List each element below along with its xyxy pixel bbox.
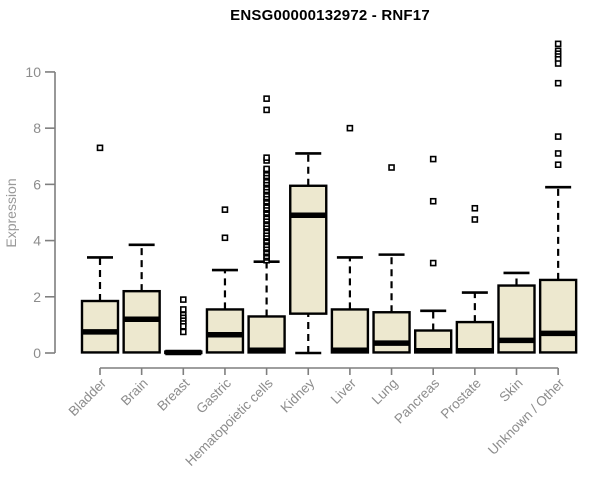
outlier-point-icon <box>429 197 437 205</box>
outlier-point-icon <box>263 165 270 173</box>
outlier-point-icon <box>554 150 562 157</box>
y-tick-label: 8 <box>33 120 41 136</box>
x-tick-label: Bladder <box>66 375 110 419</box>
outlier-point-icon <box>554 60 562 67</box>
outlier-point-icon <box>180 328 187 336</box>
x-tick-label: Liver <box>328 375 360 407</box>
box-group <box>538 40 578 354</box>
outlier-point-icon <box>263 154 270 161</box>
iqr-box <box>538 278 578 354</box>
outlier-point-icon <box>554 40 562 48</box>
iqr-box <box>289 184 328 315</box>
x-tick-label: Kidney <box>278 375 318 415</box>
outlier-point-icon <box>554 133 562 140</box>
outlier-point-icon <box>180 306 187 313</box>
y-tick-label: 4 <box>33 233 41 249</box>
y-tick-label: 2 <box>33 289 41 305</box>
x-tick-label: Breast <box>154 375 192 413</box>
iqr-box <box>205 308 245 354</box>
outlier-point-icon <box>96 144 104 152</box>
x-tick-label: Skin <box>496 376 525 405</box>
y-tick-label: 6 <box>33 176 41 192</box>
box-group <box>497 271 536 354</box>
iqr-box <box>330 308 370 354</box>
outlier-point-icon <box>180 323 187 330</box>
iqr-box <box>80 299 120 354</box>
outlier-point-icon <box>429 155 437 163</box>
x-tick-label: Brain <box>118 376 151 409</box>
box-group <box>289 152 328 355</box>
outlier-point-icon <box>221 234 229 242</box>
x-tick-label: Pancreas <box>391 375 442 426</box>
outlier-point-icon <box>221 206 229 213</box>
y-tick-label: 0 <box>33 345 41 361</box>
box-group <box>122 243 161 354</box>
box-group <box>330 124 370 354</box>
box-group <box>164 296 203 356</box>
outlier-point-icon <box>471 216 479 223</box>
outlier-point-icon <box>263 95 270 102</box>
outlier-point-icon <box>263 106 270 114</box>
box-group <box>414 155 453 354</box>
box-group <box>372 164 411 354</box>
x-tick-label: Prostate <box>438 376 484 422</box>
iqr-box <box>455 320 495 354</box>
y-tick-label: 10 <box>25 64 41 80</box>
outlier-point-icon <box>554 79 562 87</box>
y-axis-title: Expression <box>3 178 19 247</box>
outlier-point-icon <box>429 259 437 267</box>
iqr-box <box>372 311 411 354</box>
outlier-point-icon <box>471 204 479 212</box>
x-tick-label: Gastric <box>193 375 234 416</box>
outlier-point-icon <box>388 164 395 171</box>
y-axis: 0 2 4 6 8 10 Expression <box>3 64 56 361</box>
box-group <box>205 206 245 354</box>
x-tick-label: Unknown / Other <box>485 375 568 458</box>
chart-title: ENSG00000132972 - RNF17 <box>230 7 430 24</box>
box-group <box>80 144 120 354</box>
outlier-point-icon <box>346 124 354 132</box>
box-group <box>455 204 495 354</box>
x-tick-label: Lung <box>369 376 401 408</box>
iqr-box <box>247 315 286 354</box>
outlier-point-icon <box>180 296 187 303</box>
outlier-point-icon <box>554 161 562 168</box>
box-group <box>247 95 286 354</box>
